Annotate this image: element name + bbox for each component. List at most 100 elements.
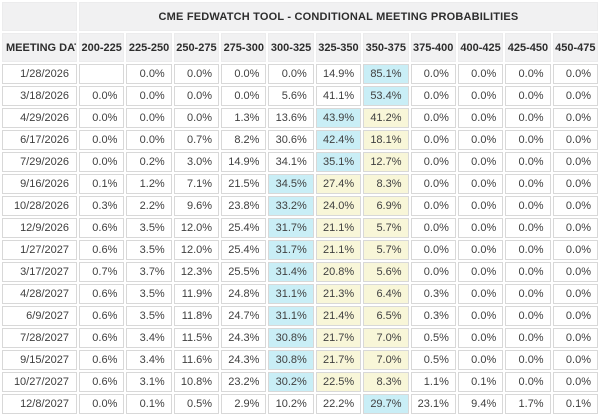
meeting-date-cell: 4/29/2026 (2, 108, 77, 128)
probability-cell: 12.3% (173, 262, 220, 282)
probability-cell: 0.0% (505, 152, 551, 172)
probability-cell: 20.8% (315, 262, 362, 282)
meeting-date-cell: 12/9/2026 (2, 218, 77, 238)
table-title: CME FEDWATCH TOOL - CONDITIONAL MEETING … (79, 2, 598, 31)
probability-cell: 34.1% (268, 152, 314, 172)
probability-cell: 0.0% (221, 86, 267, 106)
table-row: 9/16/2026 0.1% 1.2% 7.1% 21.5% 34.5% 27.4% 8.3%… (2, 174, 598, 194)
probability-cell: 24.8% (221, 284, 267, 304)
rate-range-column-header: 350-375 (363, 33, 409, 62)
column-header-row: MEETING DATE200-225225-250250-275275-300… (2, 33, 598, 62)
probability-cell: 0.0% (79, 108, 125, 128)
probability-cell: 0.0% (505, 64, 551, 84)
probability-cell: 0.0% (505, 174, 551, 194)
probability-cell: 0.0% (457, 350, 504, 370)
probability-cell: 14.9% (315, 64, 362, 84)
meeting-date-cell: 3/18/2026 (2, 86, 77, 106)
probability-cell: 25.4% (221, 240, 267, 260)
meeting-date-cell: 7/29/2026 (2, 152, 77, 172)
probability-cell: 41.1% (315, 86, 362, 106)
table-row: 10/28/2026 0.3% 2.2% 9.6% 23.8% 33.2% 24.0% 6.9… (2, 196, 598, 216)
meeting-date-column-header: MEETING DATE (2, 33, 77, 62)
rate-range-column-header: 300-325 (268, 33, 314, 62)
probability-cell: 11.6% (173, 350, 220, 370)
probability-cell: 0.0% (457, 196, 504, 216)
probability-cell: 0.6% (79, 306, 125, 326)
corner-blank-cell (2, 2, 77, 31)
probability-cell: 9.4% (457, 394, 504, 414)
probability-cell: 0.0% (173, 64, 220, 84)
probability-cell: 0.0% (410, 262, 456, 282)
probability-cell: 0.0% (552, 262, 598, 282)
probability-cell: 0.3% (410, 306, 456, 326)
probability-cell: 0.6% (79, 218, 125, 238)
probability-cell: 0.2% (126, 152, 172, 172)
probability-cell: 29.7% (363, 394, 409, 414)
probability-cell: 0.0% (505, 108, 551, 128)
probability-cell: 0.6% (79, 372, 125, 392)
meeting-date-cell: 3/17/2027 (2, 262, 77, 282)
probability-cell: 0.0% (410, 130, 456, 150)
probability-cell: 85.1% (363, 64, 409, 84)
probability-cell: 5.7% (363, 240, 409, 260)
probability-cell: 0.0% (552, 328, 598, 348)
probability-cell: 5.6% (268, 86, 314, 106)
probability-cell: 21.1% (315, 218, 362, 238)
rate-range-column-header: 400-425 (457, 33, 504, 62)
probability-cell: 0.0% (457, 240, 504, 260)
rate-range-column-header: 375-400 (410, 33, 456, 62)
probability-cell: 0.0% (505, 372, 551, 392)
probability-cell: 7.0% (363, 328, 409, 348)
probability-cell: 31.4% (268, 262, 314, 282)
probability-cell: 35.1% (315, 152, 362, 172)
table-row: 7/29/2026 0.0% 0.2% 3.0% 14.9% 34.1% 35.1% 12.7… (2, 152, 598, 172)
probability-cell: 23.8% (221, 196, 267, 216)
probability-cell: 0.0% (505, 328, 551, 348)
probability-cell: 0.5% (410, 328, 456, 348)
probability-cell: 31.1% (268, 284, 314, 304)
probability-cell: 0.0% (552, 372, 598, 392)
rate-range-column-header: 450-475 (552, 33, 598, 62)
meeting-date-cell: 7/28/2027 (2, 328, 77, 348)
probability-cell: 0.0% (552, 108, 598, 128)
rate-range-column-header: 225-250 (126, 33, 172, 62)
table-row: 6/9/2027 0.6% 3.5% 11.8% 24.7% 31.1% 21.4% 6.5%… (2, 306, 598, 326)
meeting-date-cell: 6/17/2026 (2, 130, 77, 150)
probability-cell: 0.0% (410, 196, 456, 216)
probability-cell: 0.0% (552, 240, 598, 260)
probability-cell: 3.7% (126, 262, 172, 282)
probability-cell: 3.5% (126, 284, 172, 304)
probability-cell: 42.4% (315, 130, 362, 150)
probability-cell: 0.1% (79, 174, 125, 194)
probability-cell: 25.4% (221, 218, 267, 238)
probability-cell: 6.5% (363, 306, 409, 326)
probability-cell: 2.9% (221, 394, 267, 414)
probability-cell: 0.1% (457, 372, 504, 392)
probability-cell: 0.0% (552, 64, 598, 84)
probability-cell: 0.5% (410, 350, 456, 370)
probability-cell: 30.2% (268, 372, 314, 392)
probability-cell: 0.0% (505, 196, 551, 216)
probability-cell: 0.0% (173, 108, 220, 128)
probability-cell: 24.7% (221, 306, 267, 326)
probability-cell: 5.7% (363, 218, 409, 238)
probability-cell: 0.0% (79, 86, 125, 106)
probability-cell: 0.0% (268, 64, 314, 84)
probability-cell: 0.0% (505, 350, 551, 370)
probability-cell: 0.0% (457, 174, 504, 194)
probability-cell: 24.3% (221, 350, 267, 370)
probability-cell: 0.0% (79, 152, 125, 172)
probability-cell: 0.0% (552, 350, 598, 370)
table-row: 10/27/2027 0.6% 3.1% 10.8% 23.2% 30.2% 22.5% 8.… (2, 372, 598, 392)
probability-cell: 3.5% (126, 218, 172, 238)
probability-cell: 9.6% (173, 196, 220, 216)
probability-cell: 12.0% (173, 240, 220, 260)
probability-cell: 7.1% (173, 174, 220, 194)
probability-cell: 22.5% (315, 372, 362, 392)
probability-cell: 3.1% (126, 372, 172, 392)
probability-cell: 6.9% (363, 196, 409, 216)
table-row: 3/18/2026 0.0% 0.0% 0.0% 0.0% 5.6% 41.1% 53.4% 0… (2, 86, 598, 106)
title-row: CME FEDWATCH TOOL - CONDITIONAL MEETING … (2, 2, 598, 31)
probability-cell: 0.0% (173, 86, 220, 106)
probability-cell: 0.6% (79, 328, 125, 348)
